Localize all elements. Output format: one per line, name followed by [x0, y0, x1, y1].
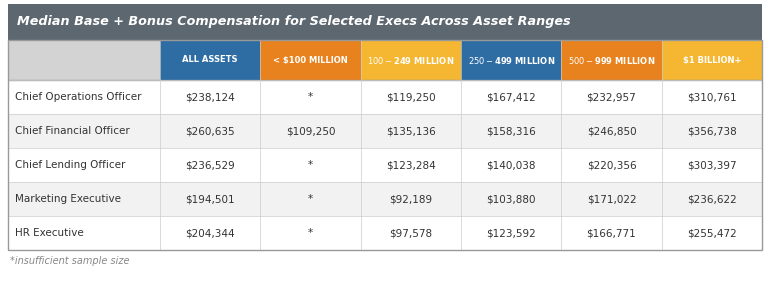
Bar	[461, 40, 561, 80]
Text: $167,412: $167,412	[487, 92, 536, 102]
Text: $238,124: $238,124	[186, 92, 235, 102]
Text: $123,284: $123,284	[386, 160, 436, 170]
Bar	[160, 40, 260, 80]
Text: $232,957: $232,957	[587, 92, 636, 102]
Text: $1 BILLION+: $1 BILLION+	[682, 55, 741, 64]
Text: $310,761: $310,761	[687, 92, 737, 102]
Text: *: *	[308, 160, 313, 170]
Text: $260,635: $260,635	[186, 126, 235, 136]
Text: Marketing Executive: Marketing Executive	[15, 194, 121, 204]
Text: $255,472: $255,472	[687, 228, 737, 238]
Text: $166,771: $166,771	[587, 228, 636, 238]
Text: $204,344: $204,344	[186, 228, 235, 238]
Text: $250-$499 MILLION: $250-$499 MILLION	[467, 55, 555, 66]
Text: HR Executive: HR Executive	[15, 228, 84, 238]
Text: $109,250: $109,250	[286, 126, 335, 136]
Text: $171,022: $171,022	[587, 194, 636, 204]
Bar	[661, 40, 762, 80]
Bar	[360, 40, 461, 80]
Text: $194,501: $194,501	[186, 194, 235, 204]
Bar	[8, 4, 762, 40]
Text: Chief Operations Officer: Chief Operations Officer	[15, 92, 142, 102]
Text: $303,397: $303,397	[687, 160, 737, 170]
Text: *: *	[308, 228, 313, 238]
Text: $236,622: $236,622	[687, 194, 737, 204]
Text: Chief Financial Officer: Chief Financial Officer	[15, 126, 130, 136]
Text: $103,880: $103,880	[487, 194, 536, 204]
Text: Median Base + Bonus Compensation for Selected Execs Across Asset Ranges: Median Base + Bonus Compensation for Sel…	[17, 15, 571, 29]
Text: *insufficient sample size: *insufficient sample size	[10, 256, 129, 266]
Text: $220,356: $220,356	[587, 160, 636, 170]
Text: $119,250: $119,250	[386, 92, 436, 102]
Bar	[561, 40, 661, 80]
Text: $135,136: $135,136	[386, 126, 436, 136]
Text: Chief Lending Officer: Chief Lending Officer	[15, 160, 126, 170]
Bar	[260, 40, 360, 80]
Text: $158,316: $158,316	[487, 126, 536, 136]
Text: *: *	[308, 194, 313, 204]
Text: ALL ASSETS: ALL ASSETS	[182, 55, 238, 64]
Bar	[8, 114, 762, 148]
Bar	[8, 40, 160, 80]
Text: $236,529: $236,529	[186, 160, 235, 170]
Text: $123,592: $123,592	[487, 228, 536, 238]
Text: $100-$249 MILLION: $100-$249 MILLION	[367, 55, 454, 66]
Text: $246,850: $246,850	[587, 126, 636, 136]
Bar	[8, 80, 762, 114]
Text: $500-$999 MILLION: $500-$999 MILLION	[567, 55, 655, 66]
Bar	[8, 40, 762, 250]
Bar	[8, 182, 762, 216]
Text: *: *	[308, 92, 313, 102]
Text: < $100 MILLION: < $100 MILLION	[273, 55, 348, 64]
Text: $140,038: $140,038	[487, 160, 536, 170]
Text: $356,738: $356,738	[687, 126, 737, 136]
Bar	[8, 148, 762, 182]
Text: $92,189: $92,189	[390, 194, 433, 204]
Text: $97,578: $97,578	[390, 228, 433, 238]
Bar	[8, 216, 762, 250]
